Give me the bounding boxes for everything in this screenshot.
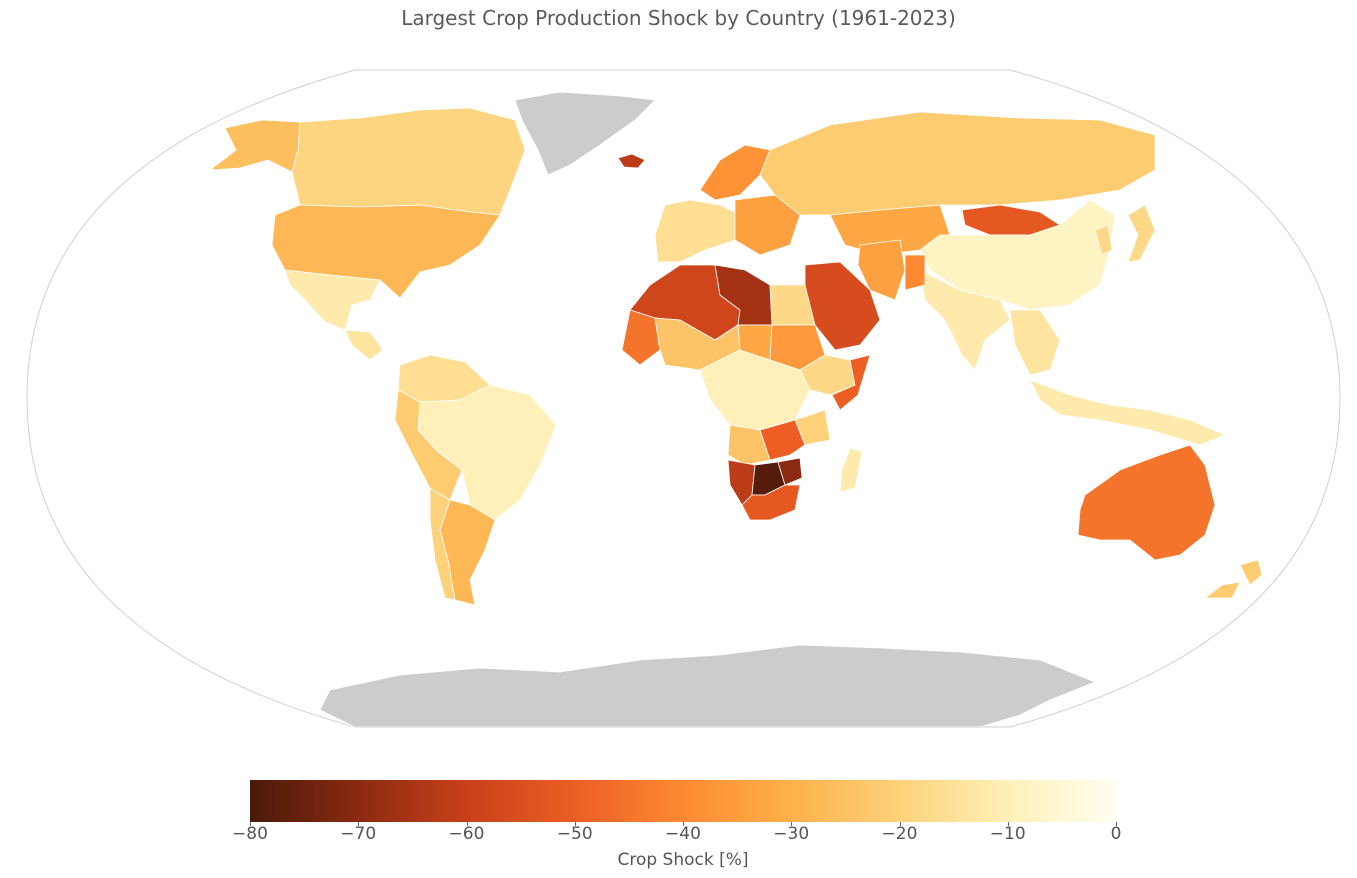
region-southeast-asia: Southeast Asia (1009, 309, 1061, 376)
region-india: India (919, 269, 1011, 371)
colorbar-tickmark (791, 822, 793, 826)
colorbar-tick-label: 0 (1110, 824, 1122, 844)
region-zimbabwe: Zimbabwe (777, 457, 803, 486)
region-afghanistan: Afghanistan (904, 254, 926, 291)
colorbar (250, 780, 1116, 822)
region-chile: Chile (429, 487, 456, 601)
colorbar-label: Crop Shock [%] (617, 850, 749, 870)
region-russia: Russia (759, 111, 1156, 216)
colorbar-tick-label: −10 (989, 824, 1026, 844)
colorbar-tick-label: −20 (881, 824, 918, 844)
region-greenland (514, 91, 656, 176)
region-zambia-malawi: Zambia / Malawi (759, 419, 806, 461)
colorbar-tick-label: −80 (232, 824, 268, 844)
region-korea-japan: Korea / Japan (1094, 204, 1156, 263)
region-antarctica (319, 644, 1096, 727)
colorbar-tickmark (250, 822, 251, 826)
colorbar-tickmark (358, 822, 360, 826)
colorbar-tick-label: −60 (448, 824, 485, 844)
colorbar-tick-label: −70 (340, 824, 377, 844)
region-somalia: Somalia (831, 354, 871, 411)
colorbar-tickmark (1007, 822, 1009, 826)
colorbar-tickmark (574, 822, 576, 826)
region-new-zealand: New Zealand (1204, 559, 1263, 599)
region-madagascar: Madagascar (839, 447, 863, 493)
colorbar-tickmark (1116, 822, 1117, 826)
region-central-america: Central America (344, 329, 384, 361)
world-map: AlaskaCanadaUnited StatesMexicoCentral A… (26, 69, 1341, 728)
region-mexico: Mexico (284, 269, 381, 331)
region-indonesia: Indonesia (1029, 379, 1226, 446)
region-mauritania-sahel-west: Mauritania / Sahel West (621, 309, 661, 366)
region-central-africa: Central Africa (699, 349, 811, 431)
colorbar-tickmark (899, 822, 901, 826)
colorbar-tick-label: −50 (556, 824, 593, 844)
colorbar-tick-label: −30 (773, 824, 810, 844)
region-angola: Angola (727, 424, 771, 466)
region-iceland: Iceland (617, 153, 646, 169)
colorbar-tick-label: −40 (665, 824, 701, 844)
colorbar-tickmark (683, 822, 684, 826)
region-china: China (919, 199, 1116, 311)
region-peru-bolivia: Peru / Bolivia (394, 389, 463, 501)
colorbar-tickmark (466, 822, 468, 826)
region-south-africa: South Africa (741, 484, 801, 521)
region-iran: Iran (857, 239, 906, 301)
region-canada: Canada (291, 107, 526, 216)
region-arabian-peninsula: Arabian Peninsula (804, 261, 881, 351)
map-title: Largest Crop Production Shock by Country… (401, 6, 956, 30)
region-australia: Australia (1077, 444, 1216, 561)
